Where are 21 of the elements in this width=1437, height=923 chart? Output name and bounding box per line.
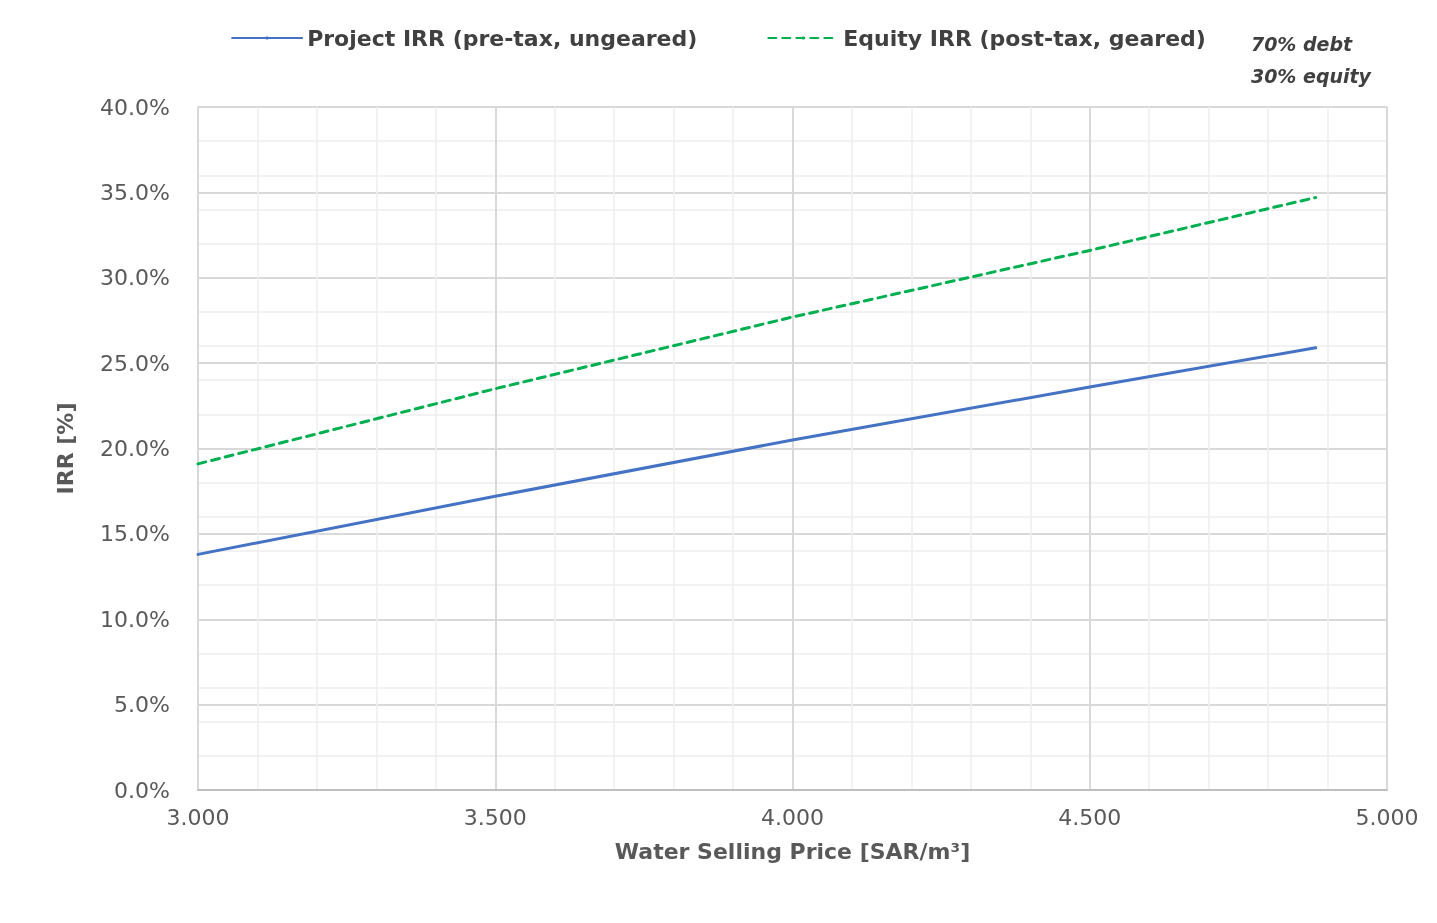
x-tick-label: 3.500 [463, 804, 527, 830]
line-series [196, 196, 1318, 466]
y-tick-label: 35.0% [100, 179, 170, 205]
y-tick-label: 30.0% [100, 265, 170, 291]
y-axis-title: IRR [%] [52, 402, 78, 495]
y-tick-label: 10.0% [100, 606, 170, 632]
line-series [196, 346, 1318, 556]
y-tick-label: 25.0% [100, 350, 170, 376]
x-tick-label: 3.000 [166, 804, 230, 830]
legend-label: Equity IRR (post-tax, geared) [843, 25, 1206, 51]
y-tick-label: 5.0% [114, 692, 170, 718]
y-tick-label: 20.0% [100, 436, 170, 461]
y-tick-label: 0.0% [114, 777, 170, 803]
y-tick-label: 40.0% [100, 94, 170, 120]
legend-label: Project IRR (pre-tax, ungeared) [307, 25, 698, 51]
y-tick-label: 15.0% [100, 521, 170, 547]
x-tick-label: 4.500 [1058, 804, 1122, 830]
x-tick-label: 5.000 [1355, 804, 1419, 830]
text: 70% debt 30% equity [1250, 33, 1373, 87]
x-axis-title: Water Selling Price [SAR/m³] [614, 838, 971, 864]
x-tick-label: 4.000 [761, 804, 824, 830]
